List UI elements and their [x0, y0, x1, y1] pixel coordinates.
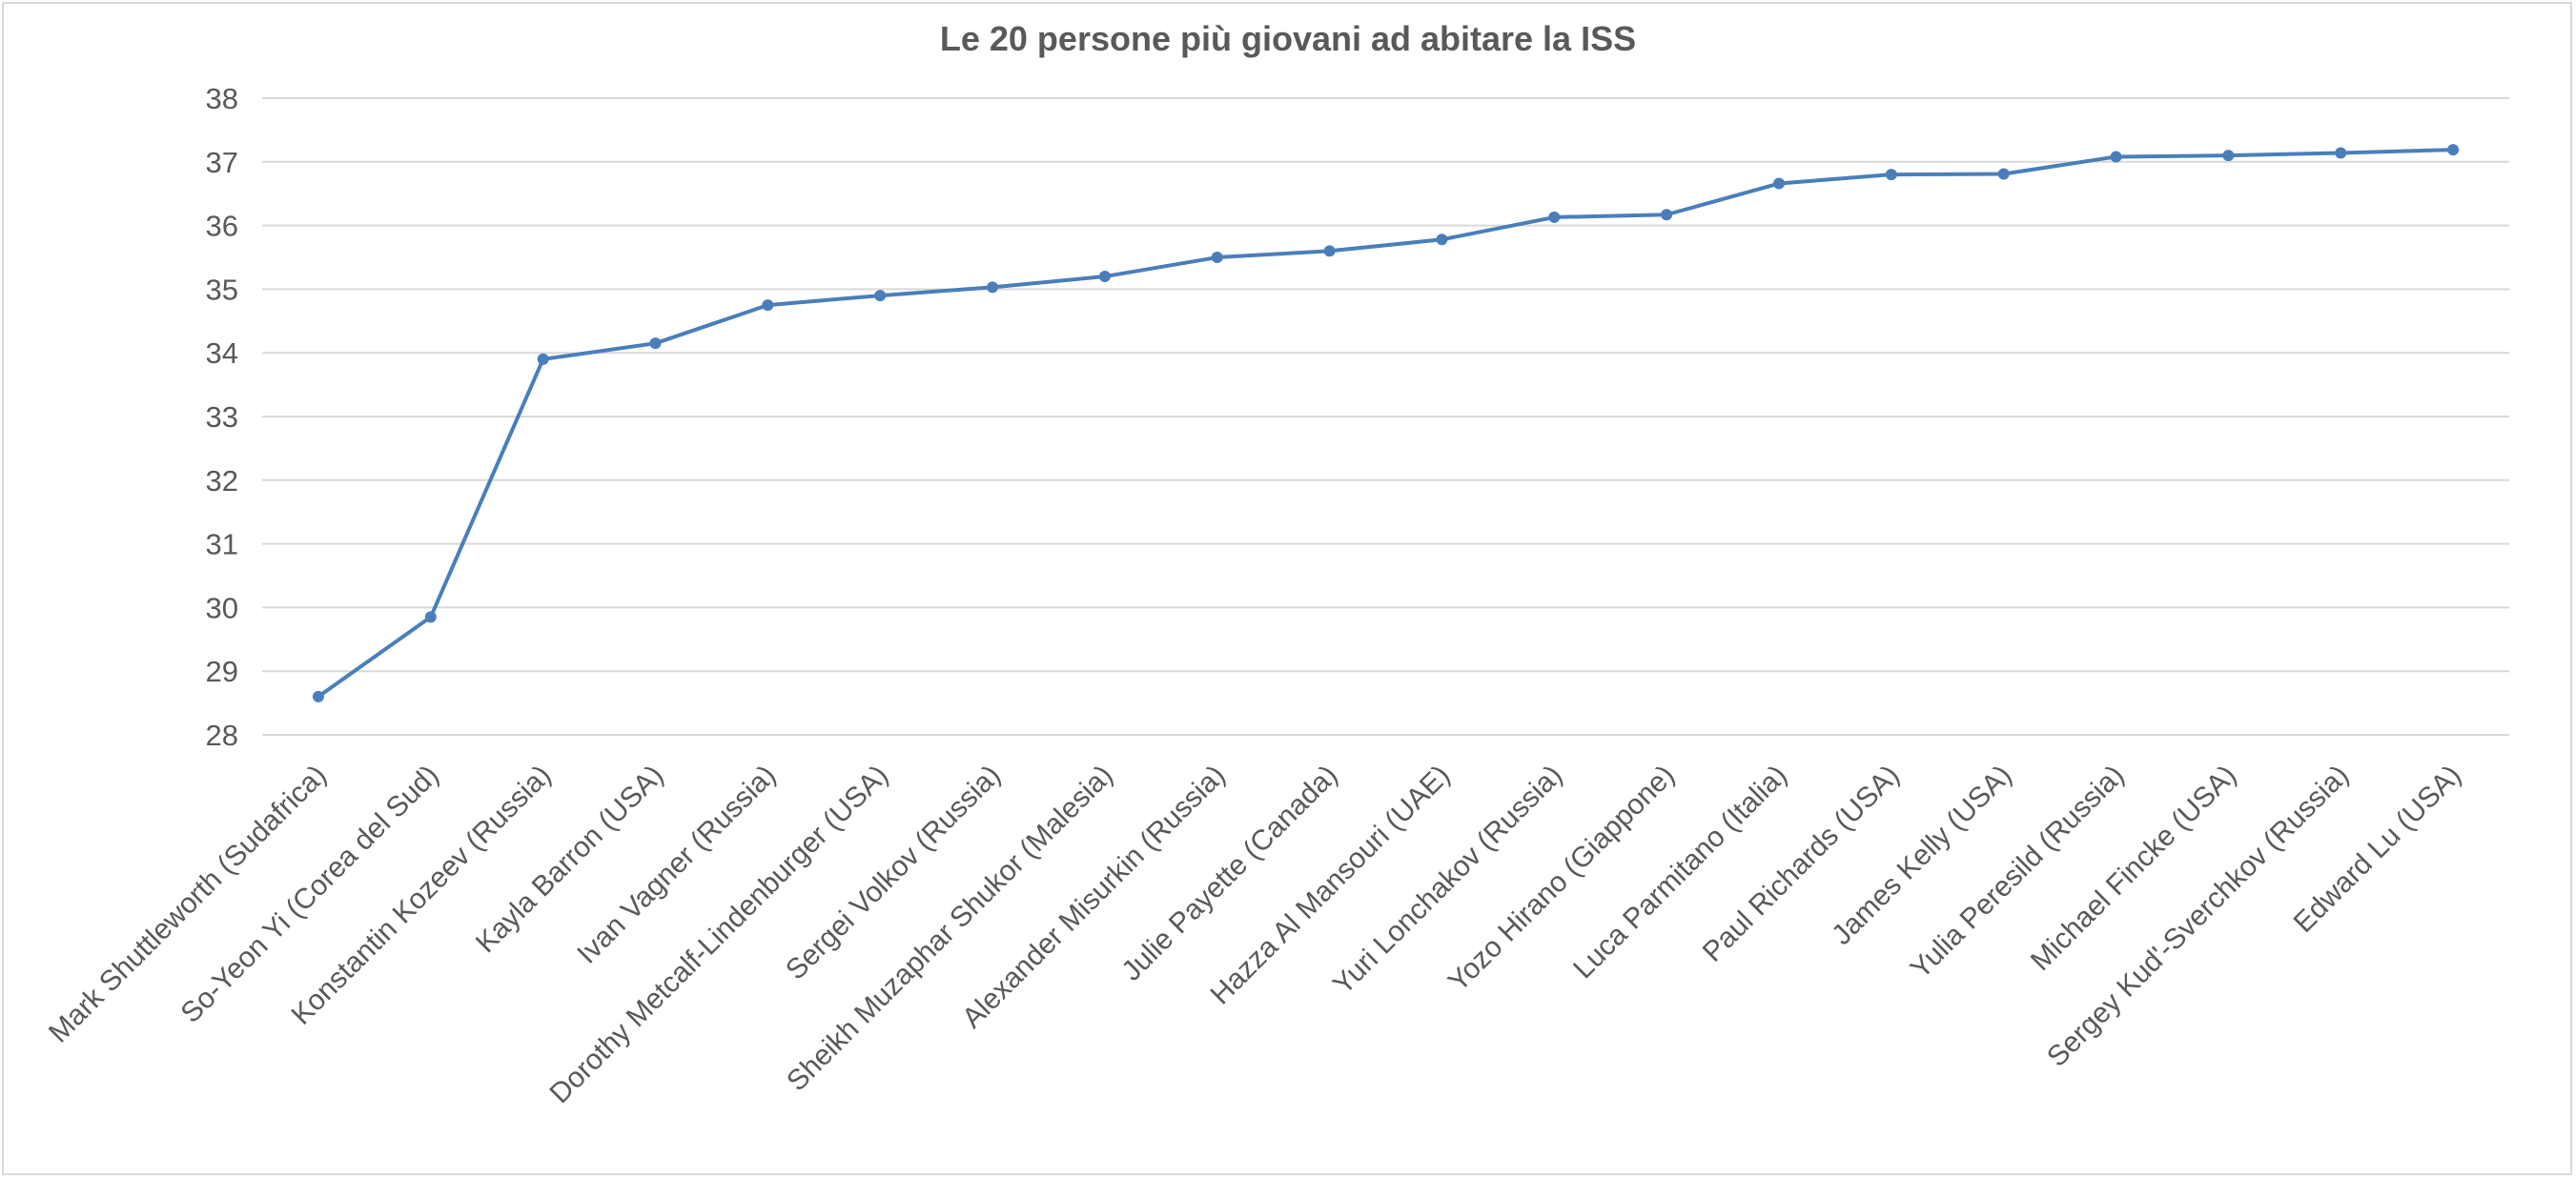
y-tick-label: 28 [206, 719, 238, 752]
x-tick-label: Kayla Barron (USA) [470, 760, 670, 960]
data-point [1098, 271, 1111, 283]
data-point [1997, 168, 2010, 180]
data-point [1661, 209, 1673, 221]
data-point [2335, 147, 2347, 159]
series-line-group [312, 144, 2460, 702]
y-tick-label: 31 [206, 528, 238, 561]
y-tick-label: 30 [206, 591, 238, 624]
y-tick-label: 37 [206, 146, 238, 179]
data-point [874, 290, 887, 302]
x-tick-label: Yulia Peresild (Russia) [1905, 760, 2131, 986]
data-point [1885, 169, 1897, 181]
x-tick-label: Sergei Volkov (Russia) [780, 760, 1007, 986]
y-tick-label: 36 [206, 210, 238, 243]
y-tick-label: 33 [206, 400, 238, 434]
data-point [1436, 234, 1448, 246]
data-point [1548, 211, 1561, 223]
x-tick-label: Yozo Hirano (Giappone) [1442, 760, 1681, 998]
data-point [2222, 150, 2235, 162]
data-point [762, 299, 774, 312]
x-tick-label: Michael Fincke (USA) [2025, 760, 2242, 977]
x-tick-label: Paul Richards (USA) [1697, 760, 1906, 968]
x-tick-label: Yuri Lonchakov (Russia) [1327, 760, 1568, 1001]
y-tick-label: 38 [206, 82, 238, 115]
data-point [2110, 151, 2122, 163]
x-tick-label: Hazza Al Mansouri (UAE) [1205, 760, 1457, 1011]
data-point [424, 611, 437, 623]
x-axis-labels: Mark Shuttleworth (Sudafrica)So-Yeon Yi … [43, 760, 2467, 1110]
data-point [312, 690, 324, 702]
x-tick-label: Luca Parmitano (Italia) [1567, 760, 1793, 986]
y-axis-ticks: 28 29 30 31 32 33 34 35 36 37 38 [206, 82, 238, 752]
y-tick-label: 35 [206, 273, 238, 306]
gridlines [262, 97, 2509, 736]
y-tick-label: 32 [206, 464, 238, 498]
y-tick-label: 29 [206, 655, 238, 688]
data-point [649, 337, 662, 350]
data-point [1323, 245, 1336, 257]
series-line [317, 148, 2454, 699]
data-point [1772, 177, 1785, 190]
data-point [2447, 144, 2460, 156]
y-tick-label: 34 [206, 336, 238, 370]
x-tick-label: Ivan Vagner (Russia) [571, 760, 782, 970]
chart-title: Le 20 persone più giovani ad abitare la … [939, 19, 1637, 58]
data-point [537, 353, 549, 365]
x-tick-label: Julie Payette (Canada) [1115, 760, 1343, 987]
data-point [1211, 252, 1223, 263]
data-point [987, 281, 999, 294]
